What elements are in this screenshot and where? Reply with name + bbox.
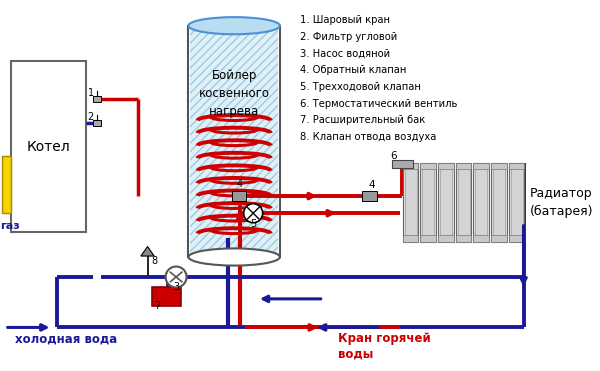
Polygon shape <box>141 247 154 256</box>
Text: 8: 8 <box>151 256 157 266</box>
Bar <box>473 163 489 242</box>
Bar <box>491 163 507 242</box>
Circle shape <box>166 266 187 288</box>
Bar <box>438 163 454 242</box>
Bar <box>232 191 245 201</box>
Bar <box>421 163 436 170</box>
Bar <box>188 26 280 257</box>
Bar <box>473 163 489 170</box>
Bar <box>458 168 470 236</box>
Bar <box>362 191 377 201</box>
Bar <box>152 286 181 306</box>
Bar <box>190 26 278 255</box>
Text: 3: 3 <box>173 282 179 292</box>
Text: газ: газ <box>0 221 20 231</box>
Bar <box>511 168 523 236</box>
Text: 3. Насос водяной: 3. Насос водяной <box>300 49 390 59</box>
Text: 1: 1 <box>88 88 94 98</box>
Bar <box>475 168 487 236</box>
Text: Радиатор
(батарея): Радиатор (батарея) <box>530 187 593 218</box>
Text: 4: 4 <box>237 178 243 188</box>
Text: 7: 7 <box>154 301 160 311</box>
Bar <box>440 168 452 236</box>
Bar <box>403 163 418 242</box>
Text: 5. Трехходовой клапан: 5. Трехходовой клапан <box>300 82 421 92</box>
Ellipse shape <box>188 17 280 34</box>
Bar <box>438 235 454 242</box>
Circle shape <box>244 204 263 223</box>
Text: 2. Фильтр угловой: 2. Фильтр угловой <box>300 32 397 42</box>
Text: Кран горячей
воды: Кран горячей воды <box>338 332 431 360</box>
Bar <box>455 163 472 170</box>
Bar <box>421 235 436 242</box>
Bar <box>93 96 101 102</box>
Bar <box>509 235 524 242</box>
Bar <box>403 235 418 242</box>
Bar <box>509 163 524 242</box>
Bar <box>421 163 436 242</box>
Text: 6. Термостатический вентиль: 6. Термостатический вентиль <box>300 99 457 108</box>
Bar <box>392 160 413 168</box>
Text: 4. Обратный клапан: 4. Обратный клапан <box>300 65 406 75</box>
Bar <box>491 235 507 242</box>
Text: 8. Клапан отвода воздуха: 8. Клапан отвода воздуха <box>300 132 436 142</box>
Bar <box>404 168 416 236</box>
Bar <box>422 168 434 236</box>
Bar <box>473 235 489 242</box>
Bar <box>2 156 11 213</box>
Text: 7. Расширительный бак: 7. Расширительный бак <box>300 115 425 125</box>
Bar <box>93 120 101 126</box>
Text: 4: 4 <box>368 180 375 190</box>
Bar <box>190 26 278 255</box>
Bar <box>403 163 418 170</box>
Text: 6: 6 <box>390 151 397 161</box>
Bar <box>11 61 86 232</box>
Text: Бойлер
косвенного
нагрева: Бойлер косвенного нагрева <box>199 69 269 118</box>
Text: Котел: Котел <box>26 139 70 154</box>
Ellipse shape <box>188 249 280 266</box>
Bar <box>455 235 472 242</box>
Bar <box>509 163 524 170</box>
Text: 2: 2 <box>88 112 94 122</box>
Bar <box>455 163 472 242</box>
Text: холодная вода: холодная вода <box>15 332 118 345</box>
Bar <box>491 163 507 170</box>
Text: 1. Шаровый кран: 1. Шаровый кран <box>300 15 390 25</box>
Bar <box>493 168 505 236</box>
Bar <box>438 163 454 170</box>
Text: 5: 5 <box>250 219 257 229</box>
